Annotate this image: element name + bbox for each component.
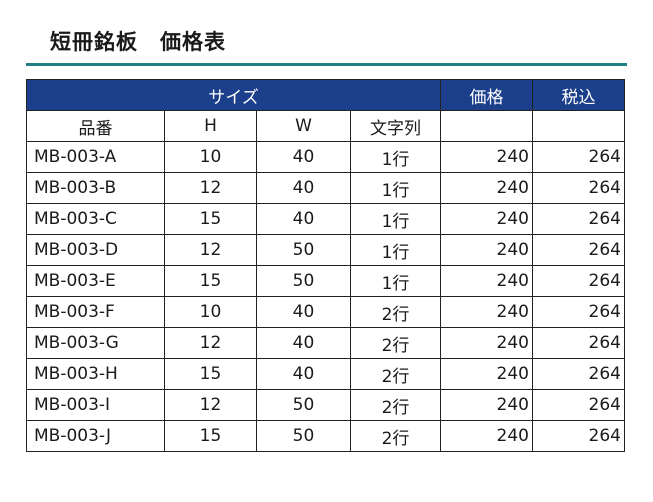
- subheader-row: 品番 H W 文字列: [26, 110, 625, 142]
- tax-cell: 264: [532, 296, 625, 328]
- tax-cell: 264: [532, 358, 625, 390]
- table-row: MB-003-F 10 40 2行 240 264: [26, 296, 625, 328]
- lines-cell: 2行: [350, 296, 441, 328]
- price-table: サイズ 価格 税込 品番 H W 文字列 MB-003-A 10 40 1行 240 26…: [26, 79, 625, 452]
- tax-cell: 264: [532, 172, 625, 204]
- height-header: H: [164, 110, 257, 142]
- width-header: W: [256, 110, 351, 142]
- table-row: MB-003-G 12 40 2行 240 264: [26, 327, 625, 359]
- price-cell: 240: [440, 389, 533, 421]
- part-no-cell: MB-003-H: [26, 358, 165, 390]
- width-cell: 40: [256, 203, 351, 235]
- price-header: 価格: [440, 79, 533, 111]
- width-cell: 50: [256, 420, 351, 452]
- table-row: MB-003-C 15 40 1行 240 264: [26, 203, 625, 235]
- part-no-cell: MB-003-C: [26, 203, 165, 235]
- price-cell: 240: [440, 203, 533, 235]
- part-no-cell: MB-003-D: [26, 234, 165, 266]
- part-no-cell: MB-003-I: [26, 389, 165, 421]
- lines-cell: 2行: [350, 420, 441, 452]
- lines-cell: 1行: [350, 234, 441, 266]
- height-cell: 15: [164, 358, 257, 390]
- height-cell: 12: [164, 327, 257, 359]
- price-cell: 240: [440, 420, 533, 452]
- price-cell: 240: [440, 172, 533, 204]
- tax-cell: 264: [532, 203, 625, 235]
- tax-header: 税込: [532, 79, 625, 111]
- part-no-cell: MB-003-F: [26, 296, 165, 328]
- price-cell: 240: [440, 141, 533, 173]
- height-cell: 12: [164, 389, 257, 421]
- width-cell: 40: [256, 327, 351, 359]
- tax-cell: 264: [532, 234, 625, 266]
- tax-cell: 264: [532, 389, 625, 421]
- lines-cell: 2行: [350, 389, 441, 421]
- height-cell: 15: [164, 420, 257, 452]
- table-row: MB-003-B 12 40 1行 240 264: [26, 172, 625, 204]
- table-row: MB-003-I 12 50 2行 240 264: [26, 389, 625, 421]
- price-cell: 240: [440, 296, 533, 328]
- tax-cell: 264: [532, 265, 625, 297]
- lines-cell: 1行: [350, 172, 441, 204]
- lines-cell: 1行: [350, 265, 441, 297]
- tax-subheader: [532, 110, 625, 142]
- size-header: サイズ: [26, 79, 441, 111]
- tax-cell: 264: [532, 420, 625, 452]
- width-cell: 50: [256, 265, 351, 297]
- width-cell: 40: [256, 358, 351, 390]
- lines-header: 文字列: [350, 110, 441, 142]
- height-cell: 10: [164, 296, 257, 328]
- part-no-cell: MB-003-A: [26, 141, 165, 173]
- part-no-cell: MB-003-G: [26, 327, 165, 359]
- price-cell: 240: [440, 234, 533, 266]
- part-no-header: 品番: [26, 110, 165, 142]
- table-row: MB-003-J 15 50 2行 240 264: [26, 420, 625, 452]
- price-cell: 240: [440, 358, 533, 390]
- width-cell: 50: [256, 234, 351, 266]
- header-row: サイズ 価格 税込: [26, 79, 625, 111]
- table-row: MB-003-E 15 50 1行 240 264: [26, 265, 625, 297]
- price-cell: 240: [440, 327, 533, 359]
- price-subheader: [440, 110, 533, 142]
- table-row: MB-003-H 15 40 2行 240 264: [26, 358, 625, 390]
- table-row: MB-003-D 12 50 1行 240 264: [26, 234, 625, 266]
- part-no-cell: MB-003-J: [26, 420, 165, 452]
- part-no-cell: MB-003-E: [26, 265, 165, 297]
- height-cell: 12: [164, 234, 257, 266]
- lines-cell: 2行: [350, 327, 441, 359]
- lines-cell: 2行: [350, 358, 441, 390]
- height-cell: 15: [164, 203, 257, 235]
- title-divider: [26, 63, 627, 66]
- lines-cell: 1行: [350, 141, 441, 173]
- height-cell: 12: [164, 172, 257, 204]
- price-cell: 240: [440, 265, 533, 297]
- width-cell: 40: [256, 296, 351, 328]
- width-cell: 50: [256, 389, 351, 421]
- part-no-cell: MB-003-B: [26, 172, 165, 204]
- table-row: MB-003-A 10 40 1行 240 264: [26, 141, 625, 173]
- width-cell: 40: [256, 141, 351, 173]
- page-title: 短冊銘板 価格表: [50, 30, 226, 54]
- height-cell: 10: [164, 141, 257, 173]
- tax-cell: 264: [532, 327, 625, 359]
- lines-cell: 1行: [350, 203, 441, 235]
- height-cell: 15: [164, 265, 257, 297]
- tax-cell: 264: [532, 141, 625, 173]
- width-cell: 40: [256, 172, 351, 204]
